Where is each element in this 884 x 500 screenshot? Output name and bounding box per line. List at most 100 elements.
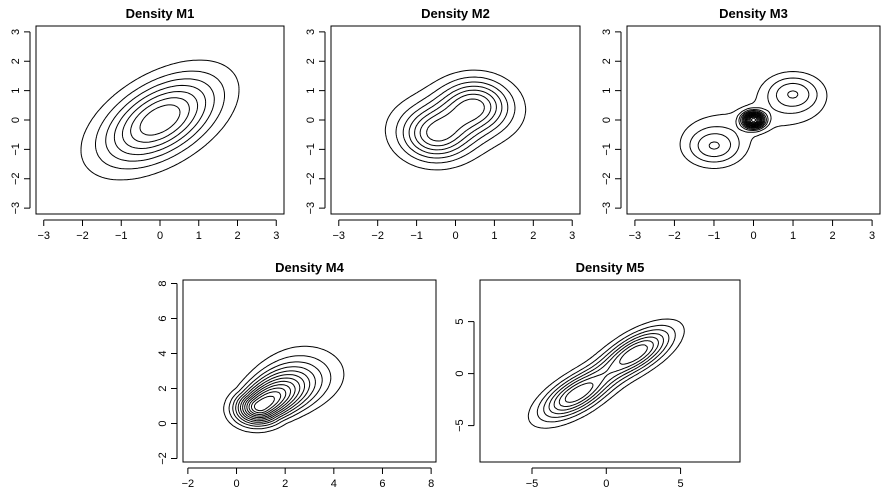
x-tick-label: −2 — [371, 230, 384, 242]
contour-line-3 — [105, 78, 215, 162]
y-tick-label: 1 — [10, 88, 22, 94]
contour-line-4 — [408, 85, 503, 155]
contour-line-2 — [536, 324, 676, 423]
x-tick-label: 5 — [678, 478, 684, 490]
x-tick-label: −3 — [629, 230, 642, 242]
y-tick-label: 0 — [454, 371, 466, 377]
y-tick-label: −5 — [454, 419, 466, 432]
contour-line-7 — [242, 377, 301, 420]
contour-line-1 — [223, 345, 345, 434]
contour-line-4 — [235, 366, 316, 425]
plot-frame — [479, 279, 741, 463]
y-tick-label: 1 — [305, 88, 317, 94]
contour-line-2 — [689, 77, 818, 163]
contour-line-1 — [384, 69, 527, 171]
panel-4: Density M4 −2 0 2 4 6 8 −2 0 2 4 6 8 — [157, 260, 437, 490]
y-tick-label: 2 — [157, 385, 169, 391]
x-tick-label: −3 — [333, 230, 346, 242]
y-tick-label: 2 — [10, 58, 22, 64]
y-tick-label: −1 — [305, 143, 317, 156]
panel-3: Density M3 −3 −2 −1 0 1 2 3 −3 −2 −1 0 1 2 3 — [601, 6, 881, 242]
contour-line-12 — [748, 115, 759, 125]
contour-line-6 — [742, 111, 765, 129]
contour-line-3 — [697, 82, 810, 158]
contour-line-4 — [113, 84, 207, 156]
plot-frame — [182, 279, 437, 463]
panel-title: Density M1 — [126, 6, 195, 21]
contour-line-7 — [564, 344, 648, 403]
y-tick-label: 3 — [305, 29, 317, 35]
y-tick-label: −1 — [601, 143, 613, 156]
x-tick-label: −2 — [76, 230, 89, 242]
x-tick-label: −2 — [668, 230, 681, 242]
contour-line-6 — [130, 97, 190, 143]
panel-5: Density M5 −5 0 5 −5 0 5 — [454, 260, 741, 490]
contour-line-1 — [527, 318, 685, 429]
x-tick-label: −3 — [37, 230, 50, 242]
contour-line-2 — [228, 355, 332, 430]
x-tick-label: −1 — [708, 230, 721, 242]
contour-line-11 — [250, 391, 282, 414]
y-tick-label: 0 — [305, 117, 317, 123]
y-tick-label: 6 — [157, 315, 169, 321]
panel-2: Density M2 −3 −2 −1 0 1 2 3 −3 −2 −1 0 1 2 3 — [305, 6, 581, 242]
x-tick-label: 3 — [273, 230, 279, 242]
y-tick-label: −2 — [305, 172, 317, 185]
contour-line-12 — [253, 395, 275, 412]
contour-line-2 — [395, 76, 516, 164]
x-tick-label: −1 — [115, 230, 128, 242]
plot-frame — [35, 25, 285, 215]
contour-line-3 — [232, 361, 323, 427]
x-tick-label: 1 — [790, 230, 796, 242]
x-tick-label: 2 — [282, 478, 288, 490]
contour-line-5 — [553, 336, 659, 411]
contour-line-1 — [679, 71, 828, 169]
x-tick-label: −5 — [526, 478, 539, 490]
y-tick-label: 0 — [157, 420, 169, 426]
y-tick-label: −2 — [10, 172, 22, 185]
panel-1: Density M1 −3 −2 −1 0 1 2 3 −3 −2 −1 0 1 2 3 — [10, 6, 285, 242]
panel-title: Density M3 — [719, 6, 788, 21]
x-tick-label: 0 — [233, 478, 239, 490]
contour-line-5 — [237, 370, 311, 423]
x-tick-label: 1 — [196, 230, 202, 242]
contour-line-1 — [80, 59, 240, 181]
y-tick-label: 1 — [601, 88, 613, 94]
contour-line-9 — [246, 384, 292, 417]
contour-line-8 — [744, 113, 763, 127]
x-tick-label: 3 — [569, 230, 575, 242]
x-tick-label: 2 — [530, 230, 536, 242]
x-tick-label: 2 — [234, 230, 240, 242]
contour-line-9 — [745, 113, 762, 127]
y-tick-label: −2 — [601, 172, 613, 185]
x-tick-label: 6 — [379, 478, 385, 490]
contour-line-13 — [749, 116, 758, 124]
y-tick-label: 8 — [157, 280, 169, 286]
contour-line-5 — [414, 89, 497, 151]
x-tick-label: 2 — [830, 230, 836, 242]
contour-line-3 — [402, 81, 509, 159]
x-tick-label: 4 — [331, 478, 337, 490]
contour-line-11 — [747, 115, 760, 125]
contour-line-6 — [419, 93, 492, 147]
x-tick-label: −2 — [182, 478, 195, 490]
panel-title: Density M4 — [275, 260, 344, 275]
contour-line-6 — [239, 374, 305, 422]
contour-line-6 — [558, 340, 654, 407]
contour-line-7 — [743, 112, 764, 128]
contour-line-14 — [750, 117, 757, 123]
x-tick-label: 8 — [428, 478, 434, 490]
panel-title: Density M2 — [421, 6, 490, 21]
contour-line-5 — [741, 111, 766, 129]
contour-line-8 — [244, 380, 296, 419]
y-tick-label: −3 — [305, 202, 317, 215]
panel-title: Density M5 — [576, 260, 645, 275]
x-tick-label: 0 — [452, 230, 458, 242]
x-tick-label: 0 — [157, 230, 163, 242]
y-tick-label: 2 — [601, 58, 613, 64]
contour-line-3 — [543, 329, 670, 418]
contour-line-10 — [746, 114, 761, 126]
y-tick-label: −3 — [10, 202, 22, 215]
y-tick-label: 0 — [601, 117, 613, 123]
